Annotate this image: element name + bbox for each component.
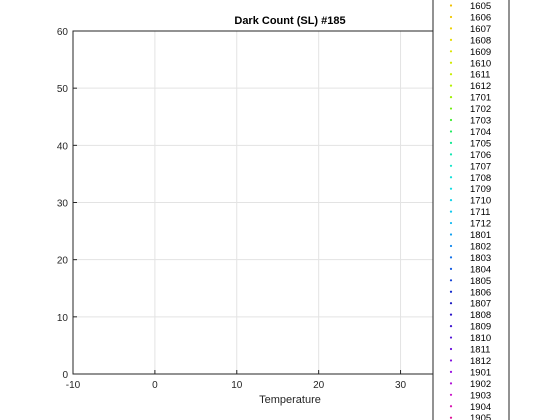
legend-marker xyxy=(449,244,453,248)
legend-label: 1902 xyxy=(470,379,491,390)
legend-box xyxy=(432,0,510,420)
legend-label: 1704 xyxy=(470,127,491,138)
legend-marker xyxy=(449,290,453,293)
legend-marker xyxy=(449,302,453,305)
legend-marker xyxy=(449,15,453,19)
y-tick-label: 10 xyxy=(57,313,69,324)
x-tick-label: -10 xyxy=(66,380,81,391)
legend-marker xyxy=(449,256,453,259)
legend-marker xyxy=(449,107,453,110)
legend-marker xyxy=(449,267,453,270)
legend-label: 1803 xyxy=(470,253,491,264)
y-tick-label: 20 xyxy=(57,256,69,267)
legend-marker xyxy=(449,393,453,396)
legend-marker xyxy=(449,221,453,225)
y-tick-labels: 0 10 20 30 40 50 60 xyxy=(57,27,69,381)
legend-marker xyxy=(449,359,453,362)
legend-label: 1710 xyxy=(470,196,491,207)
legend-marker xyxy=(449,61,453,64)
legend-label: 1807 xyxy=(470,299,491,310)
legend-label: 1810 xyxy=(470,333,491,344)
legend-marker xyxy=(449,38,453,41)
legend-marker xyxy=(449,27,453,30)
legend-marker xyxy=(449,73,453,76)
y-tick-label: 60 xyxy=(57,27,69,38)
legend-label: 1811 xyxy=(470,345,490,356)
legend-label: 1805 xyxy=(470,276,491,287)
legend-label: 1905 xyxy=(470,413,491,420)
legend-label: 1703 xyxy=(470,116,491,127)
legend-label: 1901 xyxy=(470,367,491,378)
legend-marker xyxy=(449,210,453,213)
legend-marker xyxy=(449,416,453,419)
legend-label: 1802 xyxy=(470,241,491,252)
legend-label: 1801 xyxy=(470,230,491,241)
legend-marker xyxy=(449,325,453,328)
legend-label: 1904 xyxy=(470,402,491,413)
legend: 1605160616071608160916101611161217011702… xyxy=(432,0,510,420)
legend-marker xyxy=(449,141,453,144)
y-tick-label: 0 xyxy=(62,370,68,381)
legend-label: 1611 xyxy=(470,70,490,81)
legend-marker xyxy=(449,176,453,179)
y-tick-label: 50 xyxy=(57,84,69,95)
y-tick-label: 40 xyxy=(57,141,69,152)
legend-marker xyxy=(449,233,453,236)
x-tick-label: 0 xyxy=(152,380,158,391)
legend-label: 1712 xyxy=(470,219,491,230)
legend-label: 1809 xyxy=(470,322,491,333)
legend-label: 1702 xyxy=(470,104,491,115)
x-tick-label: 10 xyxy=(231,380,243,391)
legend-label: 1612 xyxy=(470,81,491,92)
legend-label: 1812 xyxy=(470,356,491,367)
legend-marker xyxy=(449,130,453,133)
legend-marker xyxy=(449,187,453,190)
legend-label: 1605 xyxy=(470,1,491,12)
legend-label: 1709 xyxy=(470,184,491,195)
legend-marker xyxy=(449,4,453,7)
legend-label: 1610 xyxy=(470,58,491,69)
legend-label: 1707 xyxy=(470,161,491,172)
x-tick-label: 20 xyxy=(313,380,325,391)
legend-label: 1804 xyxy=(470,264,491,275)
legend-label: 1711 xyxy=(470,207,490,218)
chart-title: Dark Count (SL) #185 xyxy=(234,15,345,27)
legend-marker xyxy=(449,336,453,339)
legend-label: 1606 xyxy=(470,12,491,23)
x-axis-label: Temperature xyxy=(259,394,321,406)
x-tick-label: 30 xyxy=(395,380,407,391)
legend-marker xyxy=(449,50,453,53)
legend-marker xyxy=(449,370,453,373)
legend-marker xyxy=(449,164,453,167)
legend-marker xyxy=(449,382,453,385)
legend-marker xyxy=(449,153,453,156)
legend-marker xyxy=(449,199,453,202)
legend-label: 1706 xyxy=(470,150,491,161)
legend-label: 1708 xyxy=(470,173,491,184)
legend-label: 1608 xyxy=(470,35,491,46)
legend-label: 1808 xyxy=(470,310,491,321)
legend-marker xyxy=(449,279,453,282)
legend-marker xyxy=(449,347,453,351)
legend-marker xyxy=(449,84,453,87)
legend-label: 1609 xyxy=(470,47,491,58)
legend-label: 1903 xyxy=(470,390,491,401)
legend-label: 1607 xyxy=(470,24,491,35)
legend-marker xyxy=(449,405,453,408)
legend-label: 1701 xyxy=(470,93,491,104)
y-tick-label: 30 xyxy=(57,199,69,210)
legend-label: 1806 xyxy=(470,287,491,298)
legend-marker xyxy=(449,96,453,99)
legend-marker xyxy=(449,313,453,316)
legend-label: 1705 xyxy=(470,138,491,149)
legend-marker xyxy=(449,118,453,122)
